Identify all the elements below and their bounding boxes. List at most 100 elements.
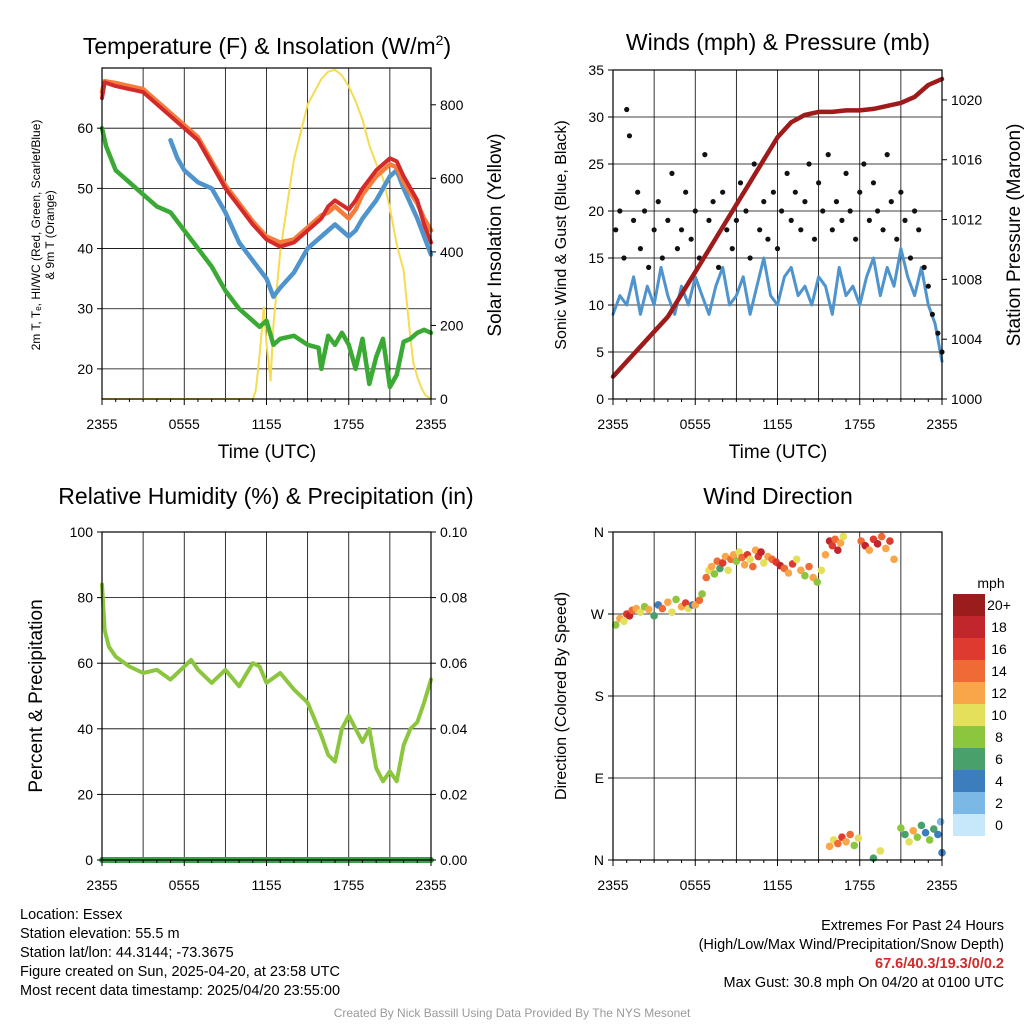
humidity-panel: Relative Humidity (%) & Precipitation (i… [26,483,474,893]
y2-tick-label: 1020 [951,92,982,108]
gust-point [724,227,730,233]
x-tick-label: 1755 [844,416,875,432]
direction-point [886,537,894,545]
x-tick-label: 2355 [926,877,957,893]
direction-point [650,612,658,620]
x-tick-label: 0555 [680,416,711,432]
direction-point [831,535,839,544]
direction-point [644,605,653,614]
gust-point [737,180,744,186]
direction-point [732,557,741,565]
temperature-panel: Temperature (F) & Insolation (W/m2) 20 30… [29,32,506,463]
gust-point [935,330,941,336]
direction-point [921,828,930,837]
gust-point [911,208,918,214]
direction-point [825,842,834,851]
gust-point [630,217,637,223]
gust-point [884,152,890,158]
gust-point [907,255,914,261]
direction-point [664,598,672,606]
extremes-subtitle: (High/Low/Max Wind/Precipitation/Snow De… [698,937,1004,953]
gust-point [641,208,648,214]
legend-swatch [953,660,985,682]
x-tick-label: 0555 [680,877,711,893]
direction-point [746,555,754,564]
legend-swatch [953,748,985,770]
y-tick-label: 30 [77,301,93,317]
y2-tick-label: 200 [440,317,464,333]
legend-swatch [953,682,985,704]
gust-point [829,227,835,233]
y2-tick-label: 0.00 [440,852,467,868]
y2-tick-label: 0.08 [440,590,467,606]
recent-timestamp: Most recent data timestamp: 2025/04/20 2… [20,983,341,999]
direction-point [710,570,719,578]
legend-swatch [953,814,985,836]
gust-point [635,189,641,195]
gust-point [894,236,900,242]
winds-ylabel: Sonic Wind & Gust (Blue, Black) [553,120,570,349]
direction-point [658,604,667,613]
x-tick-label: 2355 [415,877,446,893]
station-elevation: Station elevation: 55.5 m [20,926,180,942]
y-tick-label: 50 [77,180,93,196]
direction-point [890,555,898,564]
direction-point [611,621,620,629]
y-tick-label: 5 [596,344,604,360]
gust-point [765,236,771,242]
gust-point [626,133,633,139]
gust-point [729,246,735,252]
direction-point [881,544,890,553]
gust-point [925,283,931,289]
legend-label: 2 [995,795,1003,811]
extremes-box: Extremes For Past 24 Hours (High/Low/Max… [699,917,1004,993]
y-tick-label: N [594,852,604,868]
gust-point [774,246,781,252]
legend-label: 14 [991,663,1007,679]
direction-point [934,830,942,839]
y2-tick-label: 1004 [951,331,982,347]
direction-point [925,836,934,844]
x-tick-label: 2355 [926,416,957,432]
y2-tick-label: 0.10 [440,524,467,540]
humidity-title: Relative Humidity (%) & Precipitation (i… [58,483,473,509]
legend-label: 6 [995,751,1003,767]
direction-point [749,562,757,571]
station-info: Location: Essex Station elevation: 55.5 … [20,906,340,1001]
gust-point [757,227,763,233]
gust-point [798,227,804,233]
gust-point [706,217,712,223]
x-tick-label: 2355 [415,416,446,432]
y2-tick-label: 400 [440,244,464,260]
direction-point [909,827,918,835]
gust-point [853,236,859,242]
legend-swatch [953,704,985,726]
legend-swatch [953,616,985,638]
gust-point [870,180,877,186]
gust-point [866,217,872,223]
legend-label: 8 [995,729,1003,745]
legend-label: 18 [991,619,1007,635]
y-tick-label: 0 [85,852,93,868]
gust-point [916,227,922,233]
x-tick-label: 1155 [251,877,281,893]
gust-point [861,161,867,167]
direction-point [695,596,704,605]
direction-point [917,821,926,830]
direction-point [839,532,848,541]
y-tick-label: 30 [588,109,604,125]
temperature-9m-line [99,78,434,245]
gust-point [646,264,652,270]
direction-point [792,555,801,564]
gust-point [929,311,936,317]
direction-point [707,562,716,571]
direction-point [905,837,913,846]
gust-point [802,199,808,205]
legend-swatch [953,792,985,814]
gust-point [751,161,757,167]
x-tick-label: 1155 [762,416,792,432]
legend-label: 4 [995,773,1003,789]
y-tick-label: 35 [588,62,604,78]
station-location: Location: Essex [20,907,123,923]
direction-point [698,590,706,598]
